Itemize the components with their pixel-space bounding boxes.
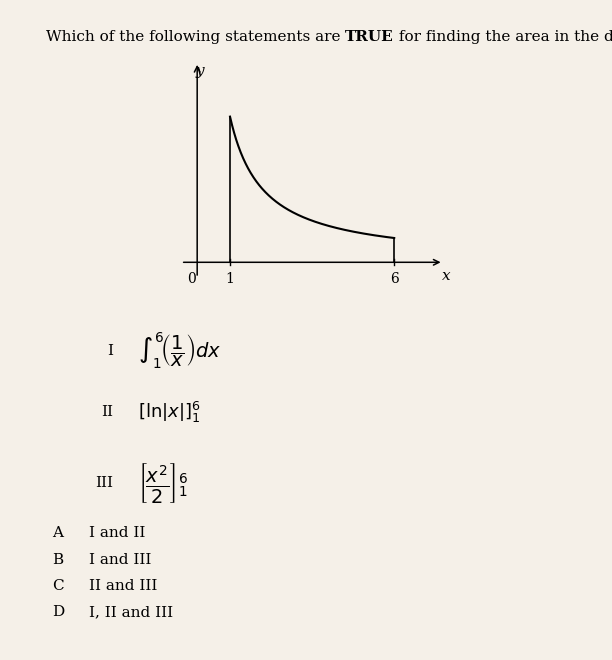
Text: 0: 0 [187,272,196,286]
Text: Which of the following statements are: Which of the following statements are [46,30,345,44]
Text: $\left[\dfrac{x^2}{2}\right]_{1}^{6}$: $\left[\dfrac{x^2}{2}\right]_{1}^{6}$ [138,461,187,505]
Text: for finding the area in the diagram below?: for finding the area in the diagram belo… [394,30,612,44]
Text: I and II: I and II [89,526,145,541]
Text: I: I [107,344,113,358]
Text: y: y [195,63,204,78]
Text: I and III: I and III [89,552,151,567]
Text: $\int_{1}^{6}\!\left(\dfrac{1}{x}\right)dx$: $\int_{1}^{6}\!\left(\dfrac{1}{x}\right)… [138,331,221,371]
Text: A: A [52,526,63,541]
Text: B: B [52,552,63,567]
Text: II: II [101,405,113,420]
Text: 6: 6 [390,272,398,286]
Text: $\left[\ln|x|\right]_{1}^{6}$: $\left[\ln|x|\right]_{1}^{6}$ [138,400,200,425]
Text: I, II and III: I, II and III [89,605,173,620]
Text: C: C [52,579,64,593]
Text: TRUE: TRUE [345,30,394,44]
Text: x: x [442,269,450,282]
Text: III: III [95,476,113,490]
Text: II and III: II and III [89,579,157,593]
Text: D: D [52,605,64,620]
Text: 1: 1 [226,272,234,286]
